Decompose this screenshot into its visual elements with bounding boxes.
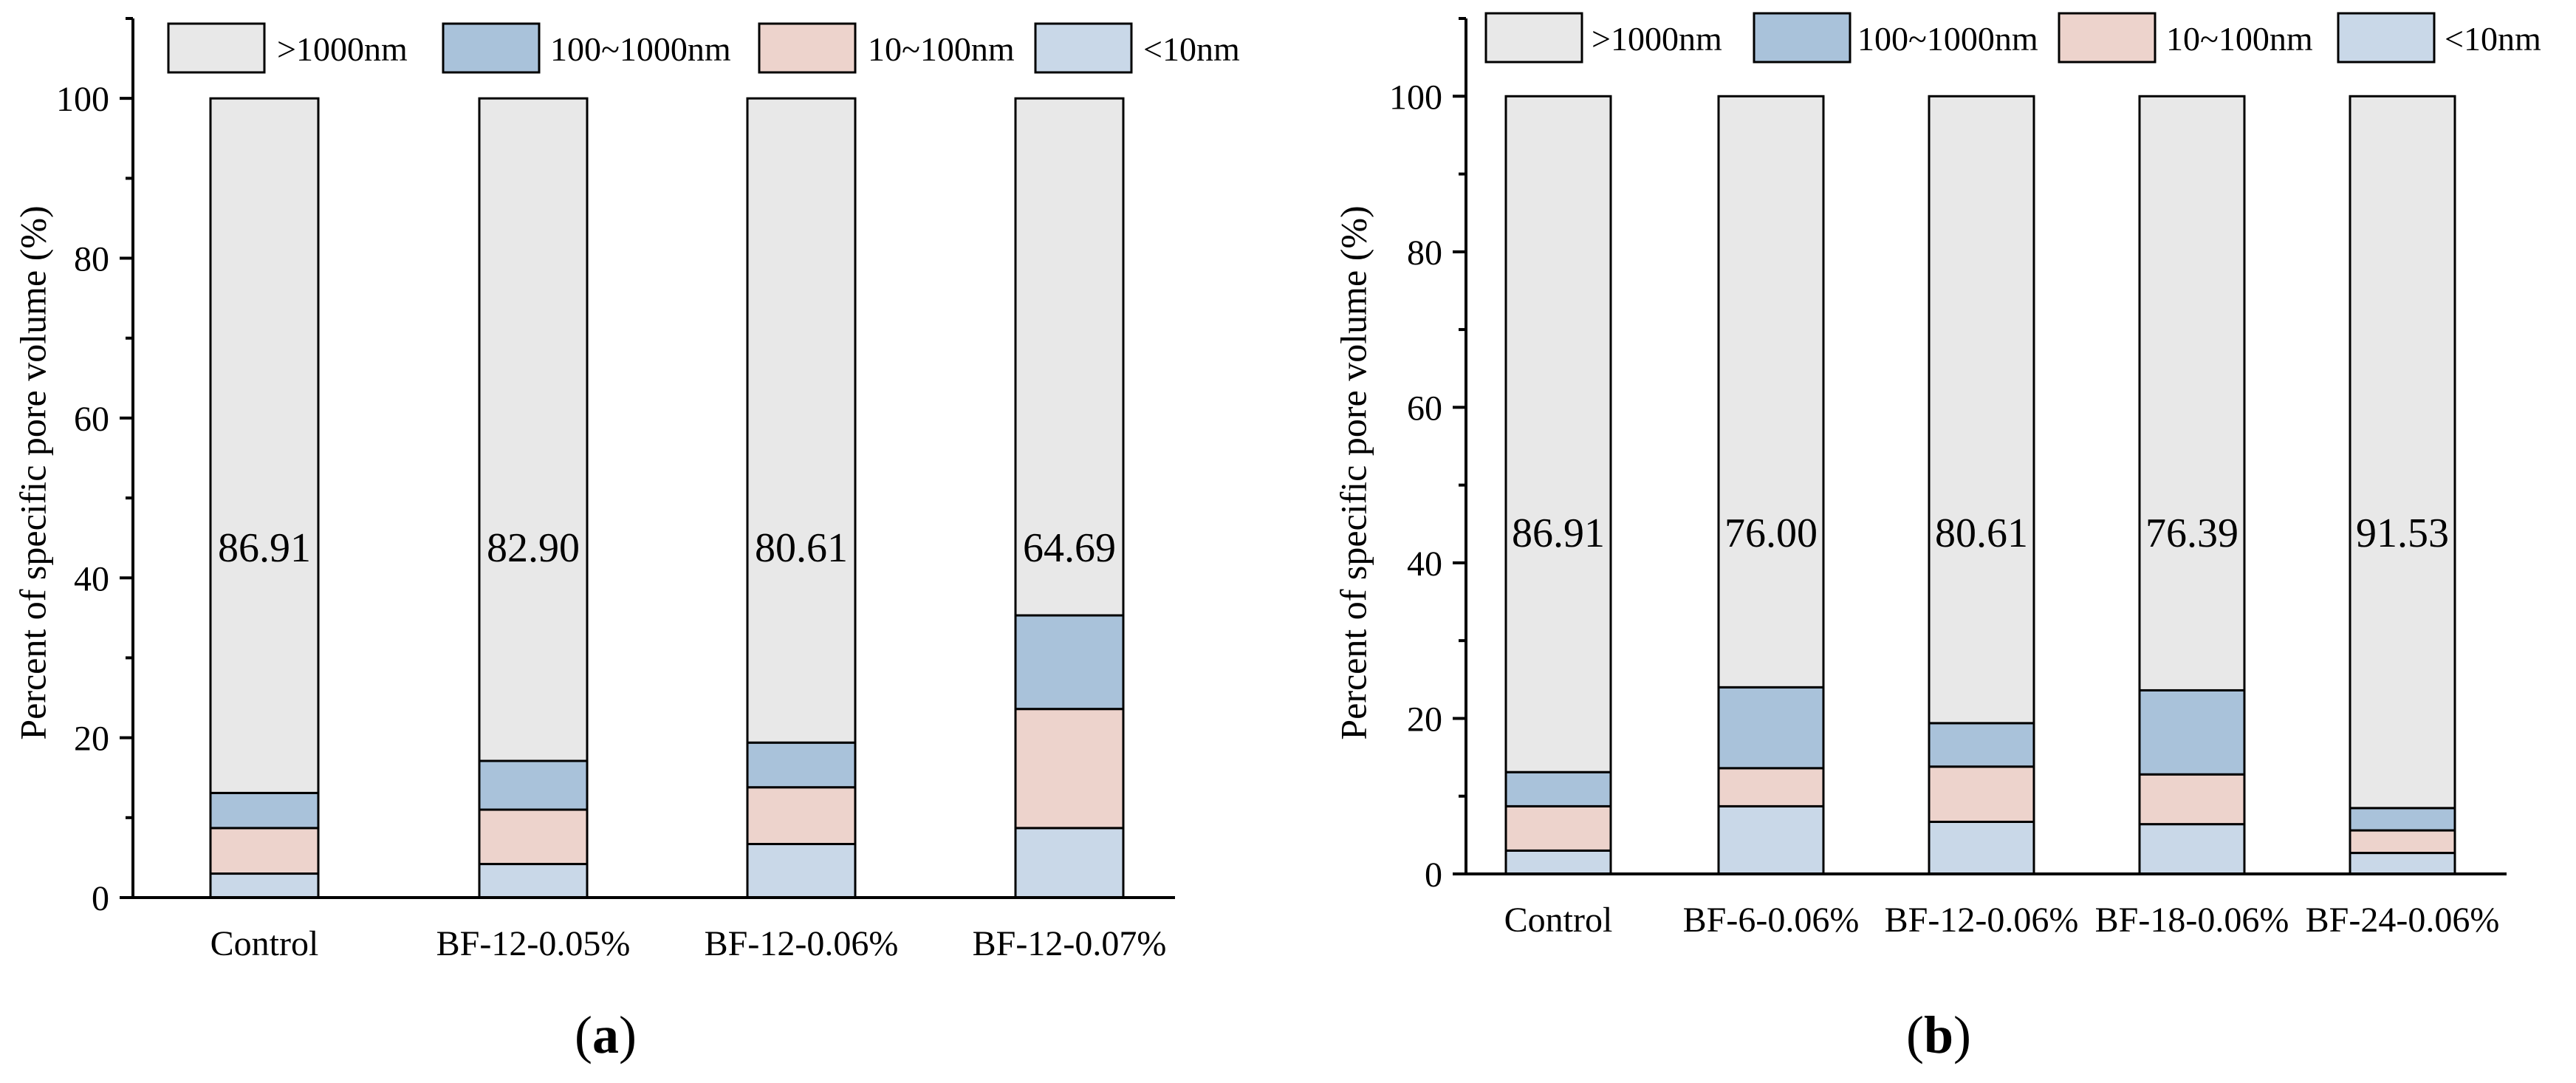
legend-label-1000nm: >1000nm [1592,20,1722,58]
bar-bf-12-0-07-1000nm [1014,97,1125,617]
bar-control-1000nm [1504,95,1612,773]
legend-label-10-100nm: 10~100nm [2166,20,2313,58]
bar-bf-18-0-06-1000nm [2138,95,2246,691]
legend-swatch-100-1000nm [442,22,541,74]
x-tick-label-bf-12-0-05: BF-12-0.05% [436,924,631,963]
legend-swatch-10-100nm [758,22,857,74]
legend-swatch-1000nm [1484,12,1583,64]
x-tick-label-control: Control [210,924,319,963]
chart-panel-b: 86.91 Control 76.00 BF-6-0.06% 80.61 BF-12-0.… [1332,12,2541,940]
y-tick-label-0: 0 [1425,855,1442,895]
data-label-bf-6-0-06: 76.00 [1724,510,1818,556]
y-axis-title: Percent of specific pore volume (%) [12,205,53,739]
y-tick-label-40: 40 [74,559,109,598]
legend-label-10nm: <10nm [2445,20,2541,58]
x-tick-label-bf-12-0-07: BF-12-0.07% [973,924,1167,963]
bar-control-100-1000nm [1504,771,1612,807]
bar-control-10nm [209,872,320,899]
bar-bf-6-0-06-10-100nm [1717,767,1825,807]
bar-bf-12-0-07-10-100nm [1014,708,1125,830]
bar-control-10nm [1504,849,1612,875]
bar-bf-12-0-06-100-1000nm [746,741,857,789]
bar-control-1000nm [209,97,320,794]
bar-bf-12-0-06-100-1000nm [1928,722,2035,768]
legend-swatch-10nm [1034,22,1133,74]
bar-bf-12-0-05-100-1000nm [478,759,589,811]
y-tick-label-20: 20 [1407,700,1442,739]
y-tick-label-60: 60 [1407,389,1442,428]
bar-bf-12-0-06-10nm [746,843,857,899]
bar-bf-18-0-06-10nm [2138,823,2246,875]
data-label-bf-12-0-06: 80.61 [755,525,848,571]
legend-label-100-1000nm: 100~1000nm [1857,20,2038,58]
bar-bf-12-0-07-10nm [1014,827,1125,899]
bar-bf-12-0-06-10nm [1928,820,2035,875]
bar-bf-24-0-06-10nm [2349,852,2456,875]
x-tick-label-bf-18-0-06: BF-18-0.06% [2095,901,2289,940]
legend-label-100-1000nm: 100~1000nm [550,30,731,68]
y-tick-label-100: 100 [56,80,109,119]
panel-label-b: (b) [1905,1005,1971,1065]
bar-bf-6-0-06-1000nm [1717,95,1825,689]
y-tick-label-40: 40 [1407,544,1442,584]
data-label-bf-24-0-06: 91.53 [2356,510,2449,556]
y-axis-title: Percent of specific pore volume (%) [1332,205,1374,739]
bar-bf-24-0-06-10-100nm [2349,829,2456,855]
data-label-bf-12-0-06: 80.61 [1935,510,2028,556]
bar-bf-12-0-06-10-100nm [746,786,857,846]
legend-swatch-100-1000nm [1753,12,1852,64]
bar-bf-12-0-05-1000nm [478,97,589,762]
bar-bf-6-0-06-100-1000nm [1717,686,1825,770]
bar-bf-6-0-06-10nm [1717,804,1825,875]
data-label-bf-12-0-05: 82.90 [487,525,580,571]
bar-bf-12-0-05-10-100nm [478,808,589,866]
bar-bf-12-0-06-10-100nm [1928,765,2035,823]
bar-control-10-100nm [209,827,320,875]
panel-label-a: (a) [575,1005,637,1065]
bar-bf-12-0-06-1000nm [1928,95,2035,725]
legend-swatch-10-100nm [2058,12,2157,64]
legend-swatch-10nm [2337,12,2436,64]
data-label-bf-12-0-07: 64.69 [1023,525,1116,571]
legend-swatch-1000nm [167,22,266,74]
x-tick-label-control: Control [1504,901,1613,940]
legend-label-10nm: <10nm [1143,30,1240,68]
legend-label-1000nm: >1000nm [277,30,408,68]
bar-bf-18-0-06-10-100nm [2138,773,2246,826]
y-tick-label-60: 60 [74,400,109,439]
y-tick-label-80: 80 [1407,233,1442,273]
y-tick-label-80: 80 [74,240,109,279]
y-tick-label-100: 100 [1389,78,1442,117]
bar-bf-12-0-07-100-1000nm [1014,614,1125,711]
x-tick-label-bf-12-0-06: BF-12-0.06% [1885,901,2079,940]
x-tick-label-bf-24-0-06: BF-24-0.06% [2306,901,2500,940]
bar-control-10-100nm [1504,804,1612,852]
bar-bf-12-0-06-1000nm [746,97,857,744]
bar-bf-12-0-05-10nm [478,863,589,899]
bar-bf-24-0-06-1000nm [2349,95,2456,810]
legend-label-10-100nm: 10~100nm [868,30,1015,68]
y-tick-label-20: 20 [74,720,109,759]
x-tick-label-bf-12-0-06: BF-12-0.06% [705,924,899,963]
data-label-control: 86.91 [218,525,311,571]
bar-bf-24-0-06-100-1000nm [2349,807,2456,832]
bar-bf-18-0-06-100-1000nm [2138,689,2246,776]
data-label-control: 86.91 [1512,510,1605,556]
x-tick-label-bf-6-0-06: BF-6-0.06% [1683,901,1860,940]
chart-panel-a: 86.91 Control 82.90 BF-12-0.05% 80.61 BF-12-0… [12,17,1240,963]
bar-control-100-1000nm [209,791,320,830]
data-label-bf-18-0-06: 76.39 [2145,510,2238,556]
y-tick-label-0: 0 [92,879,109,918]
